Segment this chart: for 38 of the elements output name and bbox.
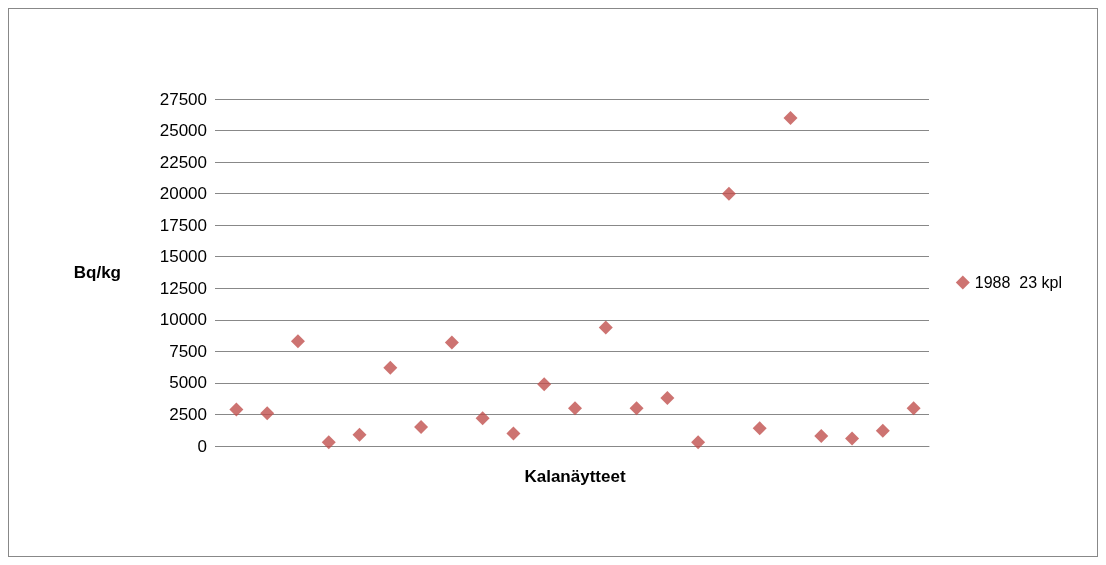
point: [845, 431, 860, 446]
point: [229, 402, 244, 417]
y-tick-label: 5000: [169, 373, 207, 393]
y-tick-label: 2500: [169, 404, 207, 424]
point: [629, 401, 644, 416]
y-tick-label: 12500: [159, 278, 207, 298]
y-tick-label: 7500: [169, 341, 207, 361]
point: [598, 320, 613, 335]
point: [537, 377, 552, 392]
point: [383, 360, 398, 375]
y-tick-label: 25000: [159, 121, 207, 141]
point: [721, 186, 736, 201]
x-axis-title: Kalanäytteet: [524, 467, 626, 486]
point: [260, 406, 275, 421]
y-axis-title: Bq/kg: [73, 263, 121, 282]
y-tick-label: 10000: [159, 310, 207, 330]
point: [444, 335, 459, 350]
point: [290, 334, 305, 349]
y-tick-label: 27500: [159, 89, 207, 109]
point: [475, 411, 490, 426]
y-tick-label: 17500: [159, 215, 207, 235]
point: [752, 421, 767, 436]
point: [568, 401, 582, 416]
point: [660, 391, 675, 406]
point: [814, 428, 829, 443]
legend-label: 1988 23 kpl: [974, 274, 1063, 291]
point: [691, 435, 706, 450]
y-tick-label: 15000: [159, 247, 207, 267]
point: [783, 110, 798, 125]
point: [906, 401, 921, 416]
y-tick-label: 20000: [159, 184, 207, 204]
y-tick-label: 0: [197, 436, 207, 456]
point: [414, 420, 429, 435]
point: [506, 426, 521, 441]
point: [875, 423, 890, 438]
point: [352, 427, 367, 442]
point: [321, 435, 336, 450]
y-tick-label: 22500: [159, 152, 207, 172]
